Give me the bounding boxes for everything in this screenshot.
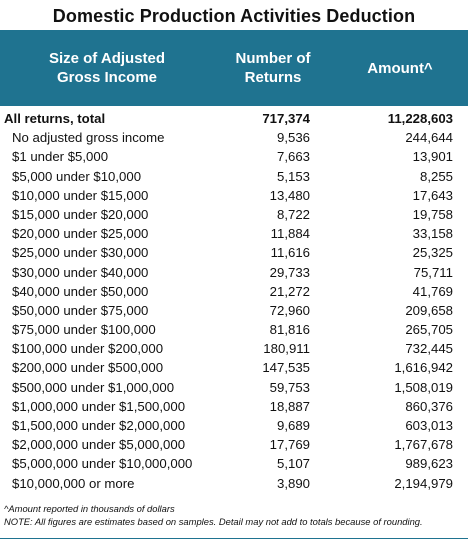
table-row: $15,000 under $20,000 8,722 19,758: [0, 205, 468, 224]
table-row-total: All returns, total 717,374 11,228,603: [0, 109, 468, 128]
row-label: $10,000,000 or more: [12, 475, 135, 491]
row-label: All returns, total: [4, 111, 106, 126]
table-row: $200,000 under $500,000 147,535 1,616,942: [0, 358, 468, 377]
table-row: $2,000,000 under $5,000,000 17,769 1,767,6…: [0, 435, 468, 454]
table-row: $50,000 under $75,000 72,960 209,658: [0, 301, 468, 320]
row-returns: 21,272: [269, 283, 310, 299]
table-footnotes: ^Amount reported in thousands of dollars…: [4, 503, 423, 528]
row-label: $25,000 under $30,000: [12, 245, 149, 261]
table-row: No adjusted gross income 9,536 244,644: [0, 128, 468, 147]
row-label: $1 under $5,000: [12, 149, 109, 165]
row-amount: 33,158: [412, 226, 453, 242]
row-returns: 11,616: [270, 245, 310, 261]
rounding-note: NOTE: All figures are estimates based on…: [4, 515, 423, 527]
table-row: $20,000 under $25,000 11,884 33,158: [0, 224, 468, 243]
row-returns: 7,663: [276, 149, 310, 165]
row-label: $40,000 under $50,000: [12, 283, 149, 299]
header-amount: Amount^: [332, 30, 468, 106]
header-agi-size-label: Size of Adjusted Gross Income: [48, 50, 166, 86]
row-returns: 8,722: [276, 206, 310, 222]
row-returns: 717,374: [262, 111, 310, 126]
row-amount: 1,767,678: [394, 437, 453, 453]
row-returns: 5,107: [276, 456, 310, 472]
header-number-of-returns: Number of Returns: [214, 30, 332, 106]
row-amount: 17,643: [412, 187, 453, 203]
row-returns: 9,689: [276, 418, 310, 433]
amount-footnote: ^Amount reported in thousands of dollars: [4, 503, 175, 514]
row-label: $500,000 under $1,000,000: [12, 379, 175, 395]
table-row: $500,000 under $1,000,000 59,753 1,508,019: [0, 378, 468, 397]
header-agi-size: Size of Adjusted Gross Income: [0, 30, 214, 106]
table-row: $25,000 under $30,000 11,616 25,325: [0, 243, 468, 262]
row-label: $1,500,000 under $2,000,000: [12, 418, 186, 433]
row-amount: 244,644: [405, 130, 453, 146]
row-amount: 2,194,979: [394, 475, 453, 491]
row-returns: 17,769: [269, 437, 310, 453]
row-amount: 732,445: [405, 341, 453, 357]
row-label: $5,000,000 under $10,000,000: [12, 456, 193, 472]
row-returns: 13,480: [269, 187, 310, 203]
row-amount: 75,711: [413, 264, 453, 280]
row-returns: 81,816: [269, 322, 310, 338]
table-row: $1,500,000 under $2,000,000 9,689 603,013: [0, 416, 468, 435]
row-label: $2,000,000 under $5,000,000: [12, 437, 186, 453]
row-amount: 41,769: [412, 283, 453, 299]
table-row: $30,000 under $40,000 29,733 75,711: [0, 263, 468, 282]
row-label: $200,000 under $500,000: [12, 360, 164, 376]
row-returns: 3,890: [276, 475, 310, 491]
table-row: $1 under $5,000 7,663 13,901: [0, 147, 468, 166]
table-row: $10,000,000 or more 3,890 2,194,979: [0, 474, 468, 493]
row-label: $20,000 under $25,000: [12, 226, 149, 242]
header-returns-label: Number of Returns: [235, 50, 311, 86]
table-row: $40,000 under $50,000 21,272 41,769: [0, 282, 468, 301]
row-returns: 5,153: [276, 168, 310, 184]
row-amount: 8,255: [419, 168, 453, 184]
row-amount: 11,228,603: [387, 111, 453, 126]
table-title: Domestic Production Activities Deduction: [52, 6, 416, 26]
row-amount: 209,658: [405, 302, 453, 318]
row-returns: 59,753: [269, 379, 310, 395]
row-label: $100,000 under $200,000: [12, 341, 164, 357]
table-header: Size of Adjusted Gross Income Number of …: [0, 30, 468, 106]
row-returns: 11,884: [270, 226, 310, 242]
row-amount: 13,901: [412, 149, 453, 165]
row-amount: 860,376: [405, 398, 453, 414]
row-returns: 18,887: [269, 398, 310, 414]
row-label: $5,000 under $10,000: [12, 168, 142, 184]
row-label: $30,000 under $40,000: [12, 264, 149, 280]
row-returns: 9,536: [276, 130, 310, 146]
row-returns: 147,535: [262, 360, 310, 376]
row-amount: 19,758: [412, 206, 453, 222]
table-row: $100,000 under $200,000 180,911 732,445: [0, 339, 468, 358]
table-row: $5,000 under $10,000 5,153 8,255: [0, 167, 468, 186]
header-amount-label: Amount^: [367, 59, 433, 77]
row-label: $15,000 under $20,000: [12, 206, 149, 222]
table-row: $1,000,000 under $1,500,000 18,887 860,376: [0, 397, 468, 416]
row-returns: 29,733: [269, 264, 310, 280]
table-row: $75,000 under $100,000 81,816 265,705: [0, 320, 468, 339]
table-body: All returns, total 717,374 11,228,603 No ad…: [0, 109, 468, 493]
table-row: $5,000,000 under $10,000,000 5,107 989,623: [0, 454, 468, 473]
row-label: $1,000,000 under $1,500,000: [12, 398, 186, 414]
row-amount: 1,616,942: [394, 360, 453, 376]
row-amount: 265,705: [405, 322, 453, 338]
table-row: $10,000 under $15,000 13,480 17,643: [0, 186, 468, 205]
row-amount: 603,013: [405, 418, 453, 433]
row-amount: 989,623: [405, 456, 453, 472]
row-label: $50,000 under $75,000: [12, 302, 149, 318]
row-amount: 1,508,019: [394, 379, 453, 395]
table-container: Domestic Production Activities Deduction…: [0, 6, 468, 539]
row-returns: 72,960: [269, 302, 310, 318]
row-label: $75,000 under $100,000: [12, 322, 156, 338]
row-amount: 25,325: [412, 245, 453, 261]
row-label: No adjusted gross income: [12, 130, 165, 146]
row-returns: 180,911: [263, 341, 310, 357]
row-label: $10,000 under $15,000: [12, 187, 149, 203]
